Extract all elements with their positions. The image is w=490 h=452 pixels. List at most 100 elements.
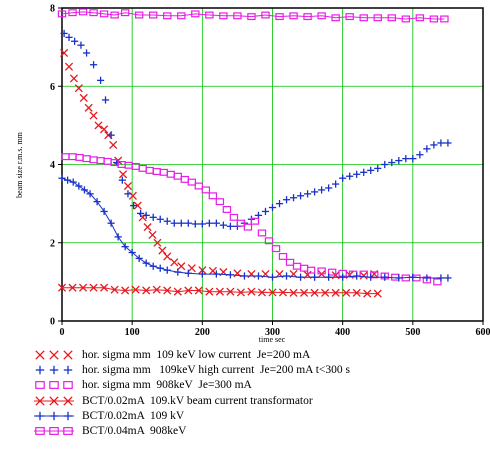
data-point [440, 15, 449, 23]
data-point [96, 157, 105, 165]
data-point [310, 288, 319, 297]
data-point [35, 381, 45, 390]
series-3 [61, 153, 442, 286]
data-point [170, 219, 178, 227]
data-point [78, 8, 88, 16]
data-point [96, 76, 105, 84]
plot-area [57, 8, 452, 298]
data-point [303, 13, 312, 21]
data-point [268, 288, 277, 297]
series-1 [60, 48, 379, 280]
data-point [236, 219, 246, 227]
data-point [289, 194, 298, 202]
data-point [65, 33, 73, 41]
legend-swatch [34, 395, 74, 406]
data-point [264, 237, 274, 245]
data-point [261, 207, 270, 216]
data-point [311, 188, 319, 196]
data-point [60, 48, 69, 58]
data-point [35, 395, 45, 406]
axes: 0 100 200 300 400 500 600 0 2 4 6 8 [50, 4, 490, 339]
data-point [243, 223, 253, 231]
data-point [194, 286, 203, 295]
data-point [49, 349, 59, 360]
data-point [103, 157, 112, 165]
data-point [208, 192, 218, 200]
data-point [109, 140, 118, 149]
data-point [69, 178, 77, 186]
data-point [156, 264, 164, 272]
data-point [240, 272, 249, 280]
data-point [359, 271, 368, 280]
plot-frame [61, 7, 484, 322]
data-point [191, 220, 199, 228]
data-point [49, 395, 59, 406]
data-point [71, 37, 79, 45]
data-point [261, 11, 270, 19]
data-point [158, 246, 167, 255]
legend-item: hor. sigma mm 908keV Je=300 mA [30, 378, 485, 393]
data-point [156, 215, 164, 223]
data-point [89, 61, 98, 69]
data-point [177, 262, 186, 271]
data-point [374, 164, 382, 173]
data-point [110, 285, 119, 294]
data-point [149, 213, 157, 221]
data-point [58, 174, 66, 182]
data-point [49, 365, 59, 375]
x-tick-label: 0 [60, 327, 65, 338]
data-point [381, 160, 389, 169]
data-point [395, 274, 403, 282]
legend-item: BCT/0.04mA 908keV [30, 423, 485, 438]
data-point [100, 207, 108, 216]
data-point [94, 121, 103, 130]
data-point [184, 269, 192, 277]
data-point [152, 168, 161, 176]
data-point [373, 289, 382, 298]
data-point [63, 411, 73, 421]
data-point [353, 170, 361, 178]
data-point [184, 286, 193, 295]
data-point [303, 190, 312, 198]
data-point [331, 288, 340, 297]
data-point [285, 258, 295, 266]
data-point [367, 166, 375, 174]
data-point [296, 273, 305, 281]
data-point [153, 238, 162, 247]
data-point [327, 268, 337, 276]
data-point [318, 186, 326, 194]
data-point [388, 158, 396, 167]
data-point [325, 184, 333, 192]
data-point [170, 258, 179, 267]
data-point [363, 289, 372, 298]
data-point [205, 219, 213, 227]
data-point [78, 283, 88, 292]
data-point [289, 12, 298, 20]
data-point [423, 274, 431, 282]
data-point [222, 206, 232, 213]
data-point [163, 286, 172, 295]
data-point [142, 211, 150, 219]
series-6 [57, 8, 449, 23]
data-point [180, 175, 189, 183]
data-point [75, 153, 84, 161]
data-point [174, 268, 182, 276]
data-point [63, 349, 73, 360]
data-point [63, 427, 73, 436]
data-point [133, 201, 142, 210]
data-point [416, 151, 424, 159]
data-point [110, 11, 119, 19]
series-line [62, 287, 378, 295]
data-point [131, 285, 140, 294]
data-point [173, 172, 182, 180]
x-axis-label: time sec [259, 335, 286, 344]
data-point [208, 266, 217, 275]
y-tick-label: 6 [50, 82, 55, 93]
data-point [57, 10, 67, 18]
data-point [143, 223, 152, 232]
data-point [282, 196, 291, 204]
data-point [35, 411, 45, 421]
x-tick-label: 300 [265, 327, 280, 338]
data-point [402, 155, 410, 163]
data-point [173, 287, 182, 296]
